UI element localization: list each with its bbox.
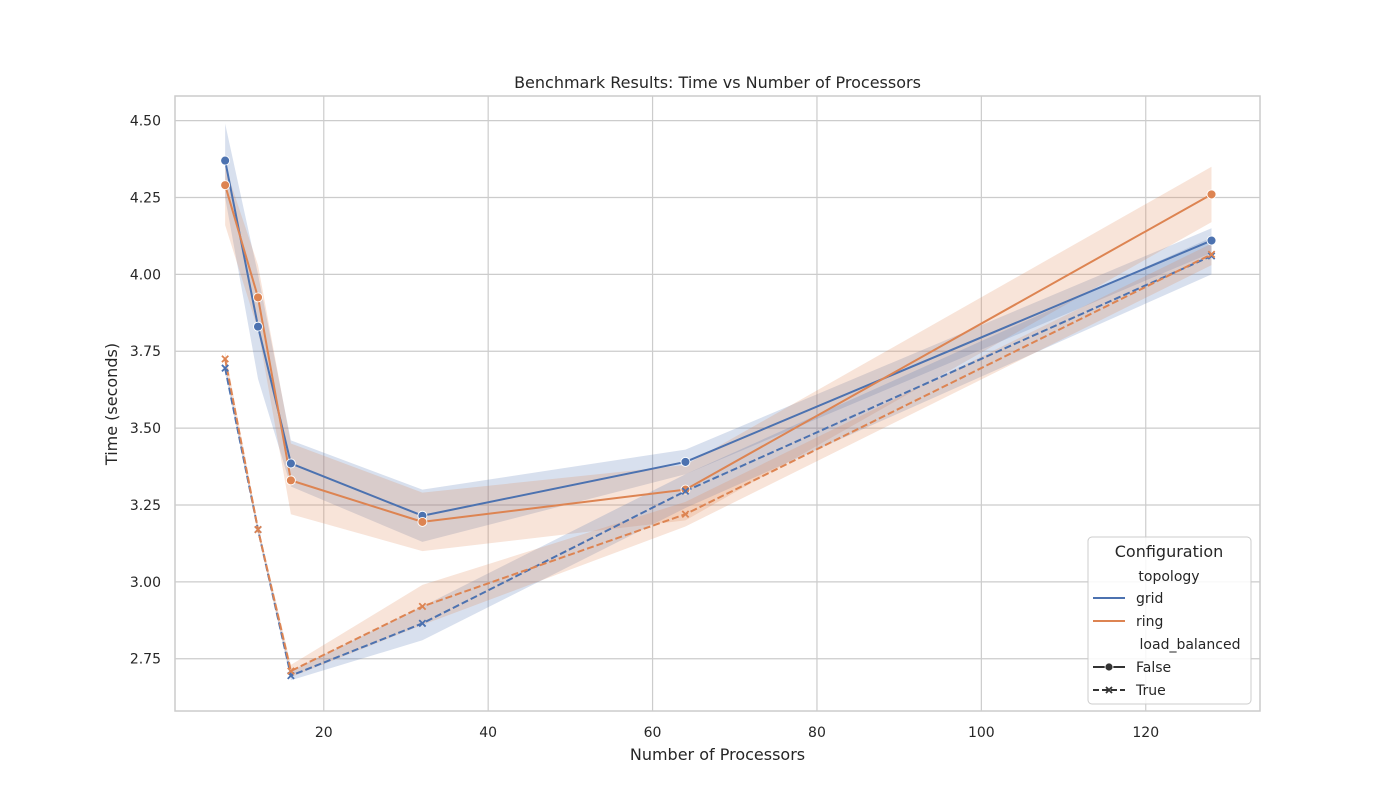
legend-true-label: True xyxy=(1135,683,1166,699)
plot-frame xyxy=(174,95,1261,712)
series-lines xyxy=(224,160,1212,677)
x-tick-label: 80 xyxy=(808,725,826,741)
ring-unbalanced-point xyxy=(417,516,428,527)
y-axis-label: Time (seconds) xyxy=(102,343,121,466)
y-tick-label: 3.50 xyxy=(130,421,161,437)
x-tick-label: 20 xyxy=(315,725,333,741)
ring-balanced-point xyxy=(1207,250,1216,259)
legend-hue-title: topology xyxy=(1138,569,1199,585)
x-tick-label: 60 xyxy=(644,725,662,741)
ring-unbalanced-point xyxy=(680,484,691,495)
y-tick-label: 3.25 xyxy=(130,498,161,514)
tick-labels: 20 40 60 80 100 120 2.75 3.00 3.25 3.50 3.75 4.00 4.… xyxy=(130,114,1159,741)
legend-ring-label: ring xyxy=(1136,614,1163,630)
x-tick-label: 100 xyxy=(968,725,995,741)
ring-balanced-point xyxy=(681,510,690,519)
grid-unbalanced-line xyxy=(224,160,1212,517)
legend-title: Configuration xyxy=(1115,542,1224,561)
chart-title: Benchmark Results: Time vs Number of Pro… xyxy=(514,73,921,92)
y-tick-label: 3.75 xyxy=(130,344,161,360)
ring-balanced-point xyxy=(287,667,295,675)
ring-balanced-point xyxy=(254,525,262,534)
legend-style-title: load_balanced xyxy=(1140,637,1241,653)
grid-balanced-point xyxy=(221,364,229,372)
grid-unbalanced-point xyxy=(253,321,263,332)
y-tick-label: 4.00 xyxy=(130,267,161,283)
legend-true-marker xyxy=(1105,686,1113,694)
x-tick-label: 40 xyxy=(479,725,497,741)
ring-unbalanced-line xyxy=(224,184,1212,523)
ring-unbalanced-band xyxy=(225,166,1212,552)
ring-balanced-point xyxy=(221,355,229,363)
ring-unbalanced-point xyxy=(1206,189,1217,200)
grid-unbalanced-band xyxy=(225,123,1212,542)
grid-balanced-point xyxy=(418,619,427,628)
grid-unbalanced-point xyxy=(680,456,691,467)
grid-unbalanced-point xyxy=(1206,235,1217,246)
y-tick-label: 4.50 xyxy=(130,114,161,130)
ring-unbalanced-point xyxy=(253,292,263,303)
ring-balanced-line xyxy=(224,253,1212,673)
grid-balanced-point xyxy=(681,487,690,495)
ring-unbalanced-point xyxy=(285,475,296,486)
gridlines xyxy=(175,96,1260,711)
grid-unbalanced-point xyxy=(220,155,231,166)
y-tick-label: 2.75 xyxy=(130,652,161,668)
grid-balanced-line xyxy=(224,254,1212,677)
ring-balanced-point xyxy=(418,602,427,611)
ring-unbalanced-point xyxy=(220,180,231,191)
grid-balanced-point xyxy=(1207,252,1216,260)
x-tick-label: 120 xyxy=(1132,725,1159,741)
confidence-bands xyxy=(225,123,1212,681)
legend-box xyxy=(1087,536,1252,705)
y-tick-label: 4.25 xyxy=(130,190,161,206)
grid-unbalanced-point xyxy=(285,458,296,469)
legend-false-label: False xyxy=(1136,660,1171,676)
y-tick-label: 3.00 xyxy=(130,575,161,591)
legend-false-marker xyxy=(1104,662,1114,672)
legend: Configuration topology grid ring load_ba… xyxy=(1087,536,1252,705)
legend-grid-label: grid xyxy=(1136,591,1163,607)
series-markers xyxy=(220,155,1217,680)
x-axis-label: Number of Processors xyxy=(630,745,805,764)
